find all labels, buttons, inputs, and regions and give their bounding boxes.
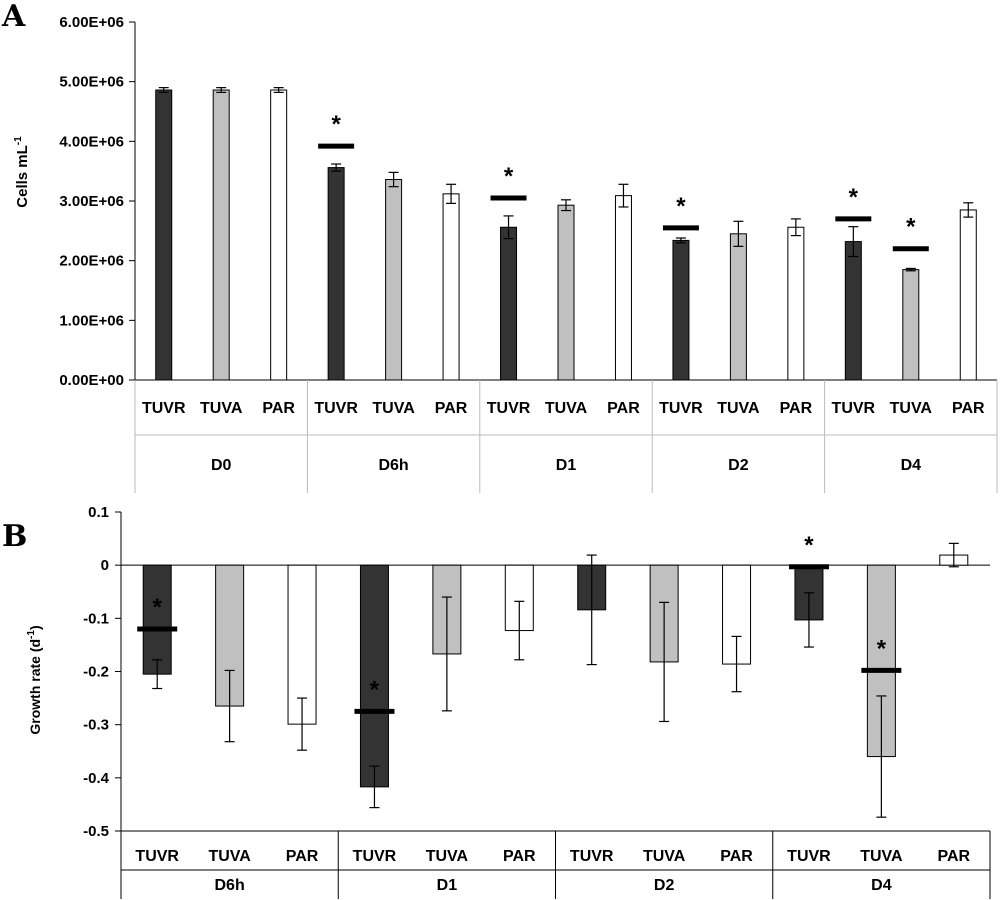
group-label: D0 [211, 457, 232, 474]
significance-star: * [676, 193, 686, 220]
significance-star: * [849, 184, 859, 211]
bar-D1-TUVR [359, 564, 389, 788]
y-tick-label: 0.00E+00 [59, 372, 124, 389]
category-label: TUVR [314, 400, 358, 417]
group-label: D4 [901, 457, 922, 474]
y-tick-label: 5.00E+06 [59, 74, 124, 91]
category-label: TUVR [570, 848, 614, 865]
significance-star: * [331, 111, 341, 138]
y-tick-label: -0.1 [83, 610, 109, 627]
y-axis-label: Cells mL-1 [13, 136, 31, 208]
bar-D0-TUVR [155, 89, 173, 381]
category-label: TUVA [200, 400, 243, 417]
category-label: PAR [286, 848, 319, 865]
significance-star: * [906, 214, 916, 241]
y-tick-label: 0.1 [88, 504, 109, 521]
y-tick-label: -0.5 [83, 823, 109, 840]
y-tick-label: 0 [101, 557, 109, 574]
category-label: TUVR [487, 400, 531, 417]
group-label: D1 [556, 457, 577, 474]
category-label: TUVR [135, 848, 179, 865]
significance-star: * [804, 532, 814, 559]
category-label: TUVA [643, 848, 686, 865]
y-tick-label: 4.00E+06 [59, 133, 124, 150]
group-label: D6h [378, 457, 408, 474]
category-label: PAR [262, 400, 295, 417]
y-tick-label: 3.00E+06 [59, 193, 124, 210]
panel-letter-b: B [2, 519, 27, 554]
category-label: PAR [952, 400, 985, 417]
bar-D4-TUVR [844, 241, 862, 381]
panel-b-chart: 0.1 0 -0.1 -0.2 -0.3 -0.4 -0.5 Growth rate (d-1… [26, 504, 991, 899]
category-label: PAR [720, 848, 753, 865]
category-label: TUVA [545, 400, 588, 417]
group-label: D2 [728, 457, 749, 474]
category-label: TUVA [890, 400, 933, 417]
y-tick-label: 2.00E+06 [59, 253, 124, 270]
category-label: TUVR [659, 400, 703, 417]
category-label: PAR [607, 400, 640, 417]
category-label: TUVR [832, 400, 876, 417]
significance-star: * [504, 163, 514, 190]
category-label: TUVA [717, 400, 760, 417]
bar-D2-TUVA [729, 233, 747, 381]
panel-a-chart: 0.00E+00 1.00E+06 2.00E+06 3.00E+06 4.00E+06… [13, 14, 998, 493]
y-tick-label: -0.3 [83, 717, 109, 734]
bar-D4-PAR [959, 209, 977, 381]
bar-D6h-TUVR [142, 564, 172, 675]
group-label: D4 [871, 877, 892, 894]
y-tick-label: 6.00E+06 [59, 14, 124, 31]
significance-star: * [877, 635, 887, 662]
bar-D0-TUVA [212, 89, 230, 381]
category-label: TUVA [426, 848, 469, 865]
y-tick-label: 1.00E+06 [59, 312, 124, 329]
bar-D6h-TUVR [327, 167, 345, 381]
bar-D0-PAR [270, 89, 288, 381]
bar-D2-PAR [787, 226, 805, 381]
category-label: PAR [503, 848, 536, 865]
bar-D6h-TUVA [385, 179, 403, 381]
bar-D6h-PAR [442, 193, 460, 381]
category-label: PAR [780, 400, 813, 417]
category-label: TUVR [353, 848, 397, 865]
y-tick-label: -0.2 [83, 664, 109, 681]
bar-D1-TUVR [500, 226, 518, 381]
bar-D2-TUVR [672, 239, 690, 381]
bar-D1-TUVA [557, 204, 575, 381]
category-label: TUVA [208, 848, 251, 865]
y-tick-label: -0.4 [83, 770, 110, 787]
significance-star: * [153, 594, 163, 621]
category-label: TUVA [860, 848, 903, 865]
group-label: D1 [437, 877, 458, 894]
category-label: PAR [435, 400, 468, 417]
y-axis-label: Growth rate (d-1) [26, 625, 43, 734]
bar-D4-TUVA [902, 269, 920, 381]
bar-D1-PAR [614, 195, 632, 381]
panel-letter-a: A [1, 0, 26, 34]
significance-star: * [370, 676, 380, 703]
group-label: D2 [654, 877, 675, 894]
category-label: TUVA [372, 400, 415, 417]
category-label: TUVR [142, 400, 186, 417]
group-label: D6h [215, 877, 245, 894]
category-label: TUVR [787, 848, 831, 865]
category-label: PAR [937, 848, 970, 865]
